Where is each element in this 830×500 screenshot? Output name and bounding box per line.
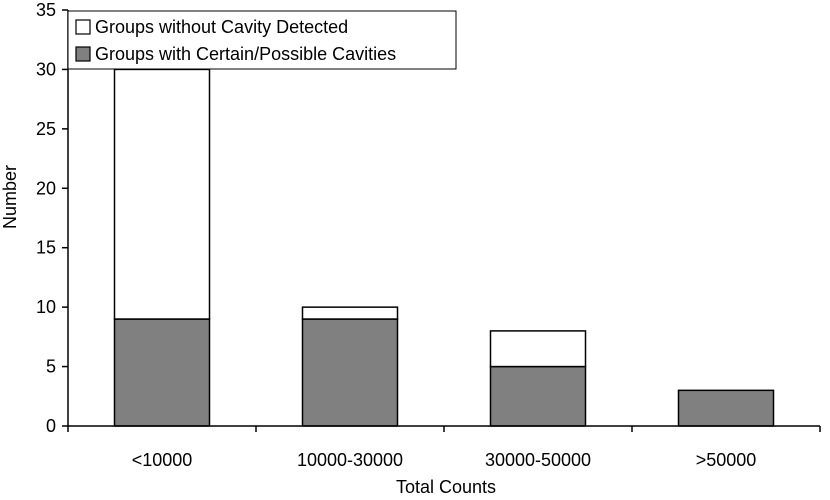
bars-layer — [113, 68, 775, 427]
y-ticks: 0 5 10 15 20 25 30 35 — [36, 0, 68, 436]
y-tick-label: 15 — [36, 238, 56, 258]
x-ticks: <10000 10000-30000 30000-50000 >50000 — [67, 426, 821, 470]
legend-label-0: Groups with Certain/Possible Cavities — [95, 44, 396, 64]
y-tick-label: 35 — [36, 0, 56, 20]
legend-items: Groups without Cavity Detected Groups wit… — [75, 17, 396, 64]
x-tick-label: 10000-30000 — [297, 450, 403, 470]
y-tick-label: 20 — [36, 178, 56, 198]
bar-segment-series-1-category-1 — [301, 306, 399, 320]
y-axis-title: Number — [0, 165, 20, 229]
legend: Groups without Cavity Detected Groups wit… — [67, 10, 457, 70]
y-tick-label: 10 — [36, 297, 56, 317]
bar-segment-series-1-category-2 — [489, 330, 587, 368]
bar-segment-series-0-category-0 — [113, 318, 211, 427]
bar-segment-series-1-category-0 — [113, 68, 211, 320]
x-tick-label: >50000 — [696, 450, 757, 470]
bar-segment-series-0-category-2 — [489, 365, 587, 427]
y-tick-label: 0 — [46, 416, 56, 436]
legend-swatch-0 — [75, 46, 91, 62]
x-tick-label: 30000-50000 — [485, 450, 591, 470]
bar-segment-series-0-category-3 — [677, 389, 775, 427]
legend-swatch-1 — [75, 19, 91, 35]
x-tick-label: <10000 — [132, 450, 193, 470]
y-tick-label: 30 — [36, 59, 56, 79]
x-axis-title: Total Counts — [396, 477, 496, 497]
y-tick-label: 5 — [46, 357, 56, 377]
legend-box — [67, 10, 457, 70]
bar-segment-series-0-category-1 — [301, 318, 399, 427]
legend-label-1: Groups without Cavity Detected — [95, 17, 348, 37]
y-tick-label: 25 — [36, 119, 56, 139]
